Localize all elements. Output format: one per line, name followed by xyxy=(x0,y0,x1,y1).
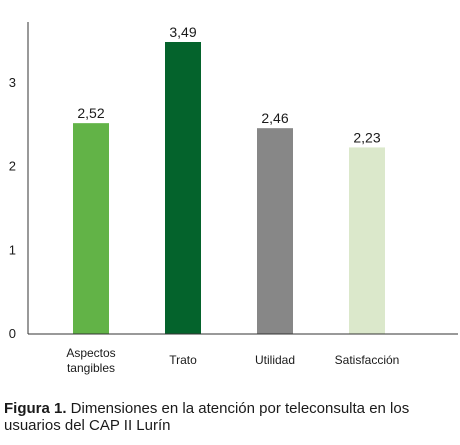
bar-chart: 0 1 2 3 2,52 3,49 2,46 2,23 Aspectos tangibles T… xyxy=(9,22,458,375)
bar-value-label: 2,23 xyxy=(353,129,380,145)
y-tick-label: 2 xyxy=(9,159,16,174)
x-category-label: Satisfacción xyxy=(335,353,400,367)
caption-text: Dimensiones en la atención por teleconsu… xyxy=(4,400,410,434)
x-axis-category-labels: Aspectos tangibles Trato Utilidad Satisfacci… xyxy=(66,346,399,375)
y-tick-label: 3 xyxy=(9,75,16,90)
x-category-label: Utilidad xyxy=(255,353,295,367)
figure-caption: Figura 1. Dimensiones en la atención por… xyxy=(4,400,458,434)
bar-value-label: 2,46 xyxy=(261,110,288,126)
bar xyxy=(73,123,109,334)
bar xyxy=(349,147,385,334)
data-labels: 2,52 3,49 2,46 2,23 xyxy=(77,24,380,145)
y-tick-label: 0 xyxy=(9,326,16,341)
x-category-label: Aspectos tangibles xyxy=(66,346,115,375)
caption-label: Figura 1. xyxy=(4,400,67,417)
bar xyxy=(257,128,293,334)
y-axis-tick-labels: 0 1 2 3 xyxy=(9,75,16,341)
bar xyxy=(165,42,201,334)
bars xyxy=(73,42,385,334)
y-tick-label: 1 xyxy=(9,242,16,257)
bar-value-label: 2,52 xyxy=(77,105,104,121)
x-category-label: Trato xyxy=(169,353,197,367)
bar-value-label: 3,49 xyxy=(169,24,196,40)
